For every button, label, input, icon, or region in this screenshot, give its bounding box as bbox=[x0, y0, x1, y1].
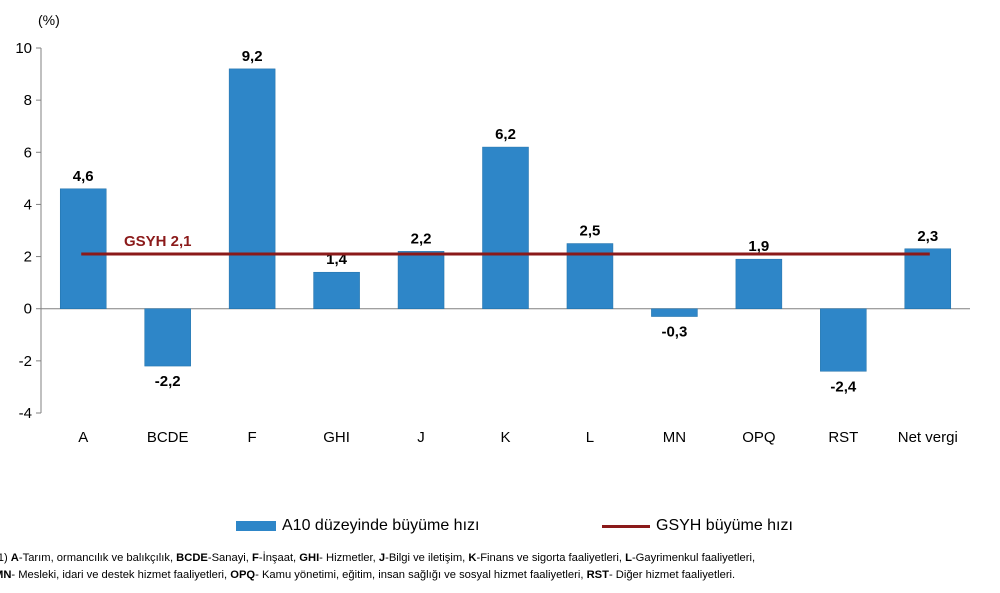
legend-swatch-line bbox=[602, 524, 650, 528]
x-category-label: L bbox=[586, 429, 594, 446]
footnote-segment: -Finans ve sigorta faaliyetleri, bbox=[476, 552, 626, 564]
bar-mn bbox=[651, 308, 698, 317]
data-label: -2,2 bbox=[155, 373, 181, 390]
footnote-segment: - Hizmetler, bbox=[319, 552, 379, 564]
data-label: 9,2 bbox=[242, 48, 263, 65]
bar-f bbox=[228, 68, 276, 309]
y-tick-label: -2 bbox=[19, 353, 32, 370]
footnote-segment: - Kamu yönetimi, eğitim, insan sağlığı v… bbox=[255, 569, 587, 581]
data-label: 6,2 bbox=[495, 126, 516, 143]
data-label: 2,2 bbox=[411, 230, 432, 247]
footnote-segment: - Diğer hizmet faaliyetleri. bbox=[608, 569, 736, 581]
chart-legend: A10 düzeyinde büyüme hızı GSYH büyüme hı… bbox=[0, 517, 1000, 539]
footnote-segment: BCDE bbox=[176, 552, 208, 564]
y-tick-label: 8 bbox=[24, 92, 32, 109]
footnote-segment: RST bbox=[586, 569, 609, 581]
data-label: 1,4 bbox=[326, 251, 348, 268]
footnote-segment: MN bbox=[0, 569, 12, 581]
x-category-label: OPQ bbox=[742, 429, 775, 446]
y-tick-label: 4 bbox=[24, 196, 32, 213]
y-tick-label: 2 bbox=[24, 249, 32, 266]
footnote-segment: -Tarım, ormancılık ve balıkçılık, bbox=[18, 552, 177, 564]
x-category-label: RST bbox=[828, 429, 858, 446]
y-tick-label: 6 bbox=[24, 144, 32, 161]
bar-bcde bbox=[144, 308, 191, 367]
footnote-segment: -Bilgi ve iletişim, bbox=[385, 552, 469, 564]
y-tick-label: 0 bbox=[24, 301, 32, 318]
y-tick-label: 10 bbox=[15, 40, 32, 57]
bar-k bbox=[482, 146, 529, 309]
x-category-label: F bbox=[248, 429, 257, 446]
data-label: 1,9 bbox=[748, 238, 769, 255]
footnote-segment: -Gayrimenkul faaliyetleri, bbox=[631, 552, 756, 564]
footnote-segment: J bbox=[378, 552, 386, 564]
bar-net-vergi bbox=[904, 248, 952, 309]
bar-rst bbox=[820, 308, 867, 372]
footnote-segment: - Mesleki, idari ve destek hizmet faaliy… bbox=[11, 569, 231, 581]
footnote-segment: F bbox=[252, 552, 259, 564]
footnote-segment: -Sanayi, bbox=[207, 552, 253, 564]
data-label: 2,5 bbox=[580, 223, 601, 240]
data-label: -0,3 bbox=[661, 324, 687, 341]
data-label: 2,3 bbox=[917, 228, 938, 245]
x-category-label: J bbox=[417, 429, 425, 446]
legend-swatch-bar bbox=[236, 521, 276, 531]
bar-ghi bbox=[313, 271, 360, 309]
x-category-label: BCDE bbox=[147, 429, 189, 446]
legend-label-gdp-growth: GSYH büyüme hızı bbox=[656, 517, 793, 534]
x-category-label: GHI bbox=[323, 429, 350, 446]
footnote-line-2: MN- Mesleki, idari ve destek hizmet faal… bbox=[0, 567, 1000, 584]
footnote-segment: OPQ bbox=[230, 569, 256, 581]
x-category-label: Net vergi bbox=[898, 429, 958, 446]
footnote-segment: GHI bbox=[299, 552, 320, 564]
bar-j bbox=[397, 251, 445, 309]
x-category-label: A bbox=[78, 429, 88, 446]
x-category-label: K bbox=[500, 429, 510, 446]
data-label: -2,4 bbox=[830, 378, 857, 395]
y-axis-unit-label: (%) bbox=[38, 12, 60, 28]
bar-a bbox=[59, 188, 107, 309]
footnote-segment: K bbox=[468, 552, 477, 564]
footnote-segment: -İnşaat, bbox=[258, 552, 300, 564]
bar-chart: -4 -2 0 2 4 6 8 10 4,6 A -2,2 BCDE 9,2 F 1,4 GHI 2,2 J 6,2… bbox=[15, 40, 970, 446]
footnote-segment: A bbox=[10, 552, 19, 564]
data-label: 4,6 bbox=[73, 168, 94, 185]
footnote: (1) A-Tarım, ormancılık ve balıkçılık, B… bbox=[0, 550, 1000, 584]
gdp-reference-label: GSYH 2,1 bbox=[124, 233, 192, 250]
legend-item-gdp-growth: GSYH büyüme hızı bbox=[602, 517, 793, 535]
footnote-line-1: (1) A-Tarım, ormancılık ve balıkçılık, B… bbox=[0, 550, 1000, 567]
legend-label-growth-rate: A10 düzeyinde büyüme hızı bbox=[282, 517, 480, 534]
y-tick-label: -4 bbox=[19, 405, 32, 422]
legend-item-growth-rate: A10 düzeyinde büyüme hızı bbox=[236, 517, 479, 535]
x-category-label: MN bbox=[663, 429, 686, 446]
footnote-segment: L bbox=[625, 552, 632, 564]
footnote-segment: (1) bbox=[0, 552, 8, 564]
bar-opq bbox=[735, 258, 783, 309]
